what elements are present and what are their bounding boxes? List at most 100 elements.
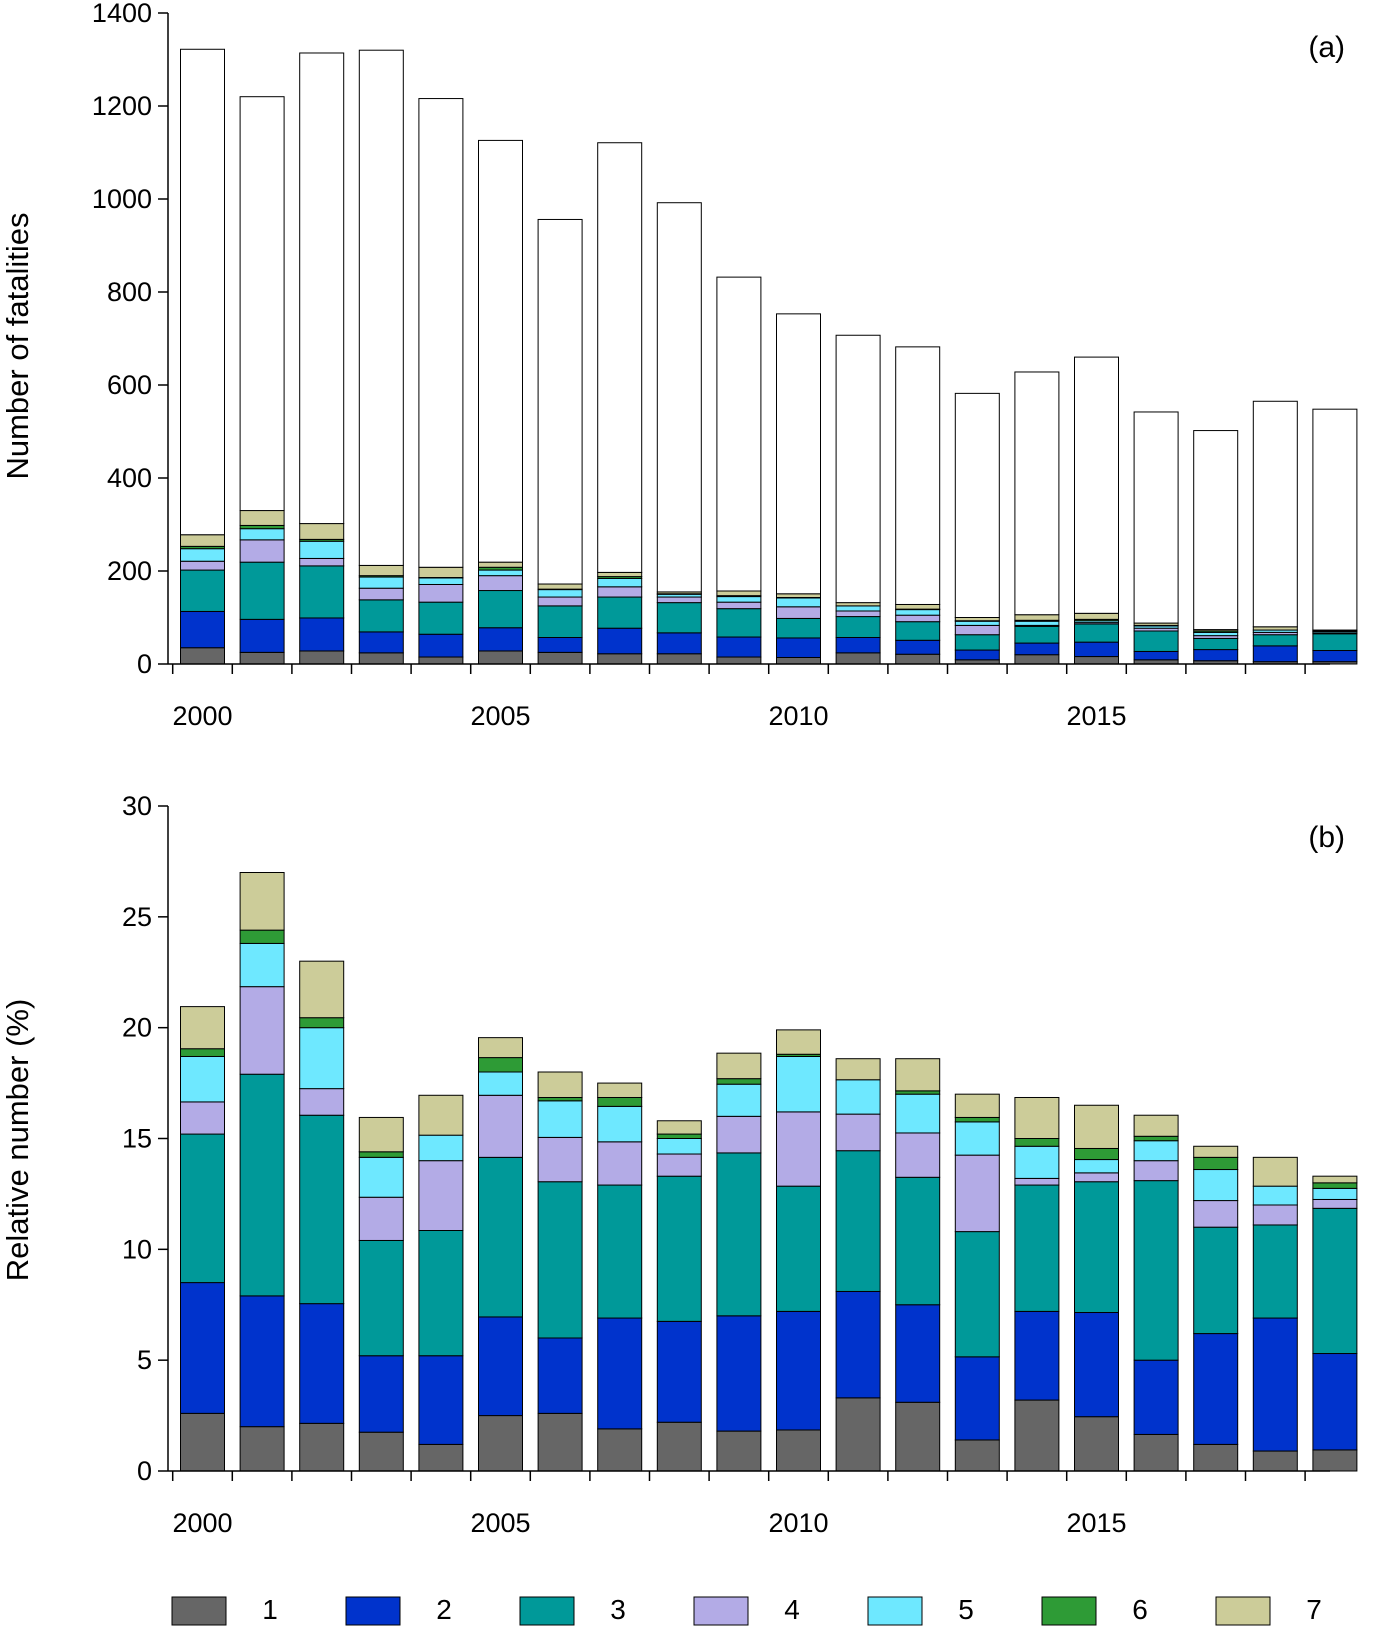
panel-a-bar-2005-series-4 <box>478 575 523 592</box>
panel-a-bar-2017-series-2 <box>1193 649 1239 662</box>
panel-b-bar-2010-series-3 <box>776 1185 821 1312</box>
panel-b-bar-2015-series-4 <box>1074 1172 1119 1183</box>
panel-a-bar-2001-series-3 <box>239 561 285 620</box>
panel-b-chart: 0 5 10 15 20 25 30 2000 2005 2010 2015 (b) Relativ… <box>0 791 1358 1538</box>
panel-b-bar-2007-series-2 <box>597 1317 643 1430</box>
panel-a-label: (a) <box>1308 31 1345 64</box>
panel-b-bar-2008-series-3 <box>656 1175 702 1322</box>
legend: 1 2 3 4 5 6 7 <box>171 1594 1322 1626</box>
panel-a-bar-2001-series-2 <box>239 618 285 653</box>
panel-a-bar-2007-series-2 <box>597 627 643 655</box>
panel-b-x-tick-label-2000: 2000 <box>172 1508 232 1538</box>
panel-a-bar-2003-series-2 <box>358 631 404 654</box>
panel-a-bar-2008-series-2 <box>656 632 702 655</box>
panel-a-bar-2013-series-5 <box>954 620 1000 626</box>
panel-b-bar-2009-series-3 <box>716 1152 762 1317</box>
legend-swatch-3 <box>519 1596 575 1626</box>
panel-a-x-tick-label-2000: 2000 <box>172 701 232 731</box>
panel-b-bar-2005-series-5 <box>478 1071 523 1096</box>
panel-b-bar-2016-series-6 <box>1133 1135 1179 1142</box>
panel-b-bar-2018-series-3 <box>1252 1224 1298 1319</box>
panel-b-bar-2005-series-4 <box>478 1094 523 1158</box>
panel-a-bar-2013-series-4 <box>954 624 1000 636</box>
panel-b-x-tick-label-2015: 2015 <box>1066 1508 1126 1538</box>
panel-a-bar-2001-series-total <box>239 96 285 512</box>
panel-b-bar-2018-series-4 <box>1252 1204 1298 1226</box>
panel-a-bar-2014-series-3 <box>1014 625 1060 644</box>
panel-a-bar-2009-series-4 <box>716 601 762 610</box>
panel-b-bar-2008-series-1 <box>656 1421 702 1472</box>
panel-b-bar-2018-series-7 <box>1252 1156 1298 1187</box>
panel-a-bar-2010-series-2 <box>776 637 821 658</box>
panel-a-bar-2016-series-2 <box>1133 650 1179 661</box>
legend-label-2: 2 <box>436 1594 452 1625</box>
panel-a-bar-2010-series-3 <box>776 617 821 639</box>
panel-b-bar-2001-series-3 <box>239 1073 285 1297</box>
panel-b-bar-2005-series-1 <box>478 1415 523 1472</box>
panel-b-bar-2003-series-4 <box>358 1196 404 1241</box>
panel-a-bar-2003-series-total <box>358 49 404 566</box>
legend-label-4: 4 <box>784 1594 800 1625</box>
panel-a-bar-2018-series-3 <box>1252 634 1298 647</box>
panel-b-bar-2000-series-5 <box>180 1055 225 1103</box>
panel-a-bar-2013-series-total <box>954 392 1000 618</box>
panel-b-bar-2000-series-6 <box>180 1048 225 1057</box>
panel-b-bar-2017-series-4 <box>1193 1200 1239 1228</box>
panel-a-bar-2000-series-4 <box>180 560 225 571</box>
panel-a-bar-2008-series-3 <box>656 602 702 634</box>
panel-b-bar-2010-series-5 <box>776 1055 821 1113</box>
panel-a-bar-2014-series-total <box>1014 371 1060 616</box>
panel-b-bar-2006-series-3 <box>537 1181 583 1339</box>
panel-a-bar-2016-series-total <box>1133 411 1179 624</box>
panel-b-bar-2013-series-2 <box>954 1356 1000 1441</box>
panel-b-bar-2012-series-1 <box>895 1401 941 1472</box>
panel-b-bar-2001-series-6 <box>239 929 285 944</box>
panel-b-bar-2018-series-1 <box>1252 1450 1298 1472</box>
panel-a-bar-2000-series-total <box>180 48 225 536</box>
panel-b-bar-2000-series-4 <box>180 1101 225 1135</box>
panel-b-bar-2006-series-7 <box>537 1071 583 1098</box>
panel-b-bar-2002-series-4 <box>299 1088 345 1116</box>
panel-b-bar-2018-series-2 <box>1252 1317 1298 1452</box>
panel-b-y-tick-label-30: 30 <box>122 791 152 821</box>
panel-a-bar-2007-series-1 <box>597 653 643 665</box>
panel-a-bar-2019-series-2 <box>1312 650 1358 663</box>
panel-b-bar-2006-series-1 <box>537 1412 583 1472</box>
panel-b-bar-2019-series-3 <box>1312 1207 1358 1355</box>
panel-a-y-tick-label-1000: 1000 <box>92 184 152 214</box>
panel-a-bar-2015-series-1 <box>1074 656 1119 665</box>
panel-a-bar-2006-series-1 <box>537 651 583 665</box>
panel-a-bar-2002-series-4 <box>299 557 345 567</box>
panel-a-bar-2001-series-7 <box>239 510 285 526</box>
panel-b-bar-2017-series-1 <box>1193 1443 1239 1472</box>
panel-a-bar-2015-series-3 <box>1074 623 1119 643</box>
panel-b-bar-2011-series-7 <box>835 1058 881 1081</box>
panel-a-bar-2003-series-3 <box>358 599 404 633</box>
panel-b-bar-2009-series-4 <box>716 1115 762 1154</box>
panel-a-bar-2015-series-total <box>1074 356 1119 614</box>
panel-a-bars <box>180 48 1358 665</box>
panel-b-bar-2015-series-1 <box>1074 1416 1119 1472</box>
panel-b-bar-2008-series-4 <box>656 1153 702 1177</box>
panel-a-bar-2009-series-7 <box>716 590 762 597</box>
legend-swatch-6 <box>1041 1596 1097 1626</box>
panel-b-bar-2016-series-1 <box>1133 1433 1179 1472</box>
panel-b-bar-2006-series-4 <box>537 1136 583 1183</box>
panel-a-bar-2007-series-5 <box>597 577 643 588</box>
panel-b-bar-2016-series-7 <box>1133 1114 1179 1137</box>
panel-a-bar-2012-series-4 <box>895 614 941 623</box>
panel-a-bar-2014-series-7 <box>1014 614 1060 621</box>
panel-b-bar-2019-series-5 <box>1312 1187 1358 1200</box>
legend-swatch-1 <box>171 1596 227 1626</box>
panel-b-bar-2001-series-2 <box>239 1295 285 1428</box>
panel-b-bar-2019-series-1 <box>1312 1449 1358 1472</box>
panel-b-bar-2009-series-7 <box>716 1052 762 1080</box>
panel-a-bar-2010-series-5 <box>776 597 821 608</box>
panel-b-bar-2001-series-7 <box>239 872 285 931</box>
panel-a-bar-2002-series-2 <box>299 617 345 652</box>
panel-b-bar-2019-series-6 <box>1312 1182 1358 1189</box>
panel-a-bar-2011-series-4 <box>835 610 881 618</box>
panel-b-bar-2003-series-6 <box>358 1151 404 1158</box>
panel-b-bar-2002-series-6 <box>299 1017 345 1029</box>
legend-label-7: 7 <box>1306 1594 1322 1625</box>
